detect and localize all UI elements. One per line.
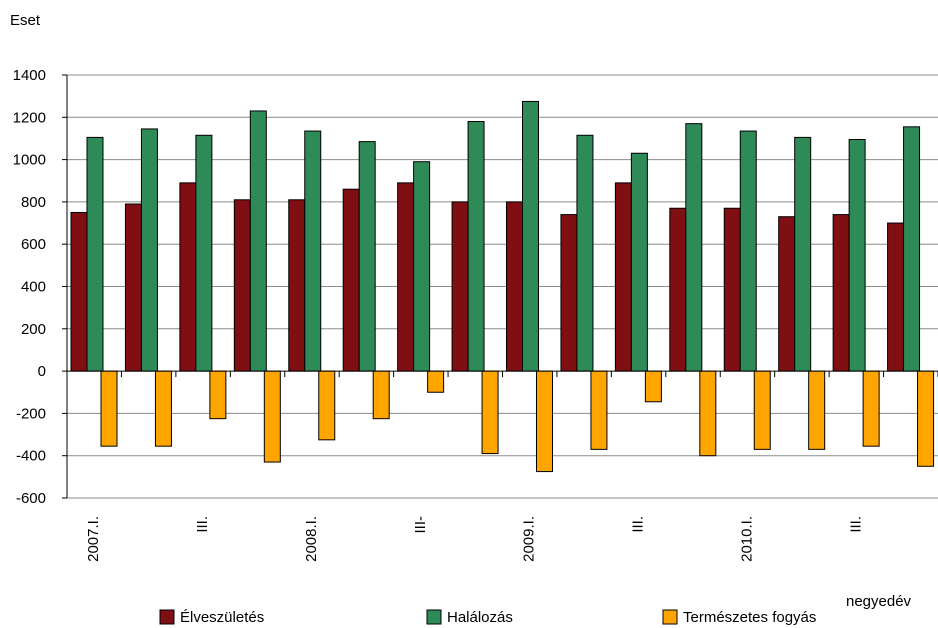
x-tick-labels: 2007.I. III. 2008.I. III- 2009.I. III. 2010.I.…: [85, 516, 864, 562]
x-tick-label: 2010.I.: [738, 516, 755, 562]
bar--lvesz-let-s: [832, 214, 850, 372]
bar-term-szetes-fogy-s: [590, 370, 608, 450]
bar--lvesz-let-s: [70, 211, 88, 372]
bar--lvesz-let-s: [342, 188, 360, 372]
bar-hal-loz-s: [903, 126, 921, 372]
y-tick-label: 600: [21, 236, 46, 253]
y-tick-label: 1400: [13, 67, 46, 84]
x-tick-label: III.: [194, 516, 211, 533]
y-tick-label: 400: [21, 279, 46, 296]
bar-hal-loz-s: [467, 121, 485, 372]
legend-swatch: [426, 609, 442, 625]
y-tick-label: 1200: [13, 109, 46, 126]
x-tick-label: III.: [847, 516, 864, 533]
x-tick-label: III.: [630, 516, 647, 533]
bar-term-szetes-fogy-s: [372, 370, 390, 420]
bar--lvesz-let-s: [887, 222, 905, 372]
bar--lvesz-let-s: [506, 201, 523, 372]
bar-term-szetes-fogy-s: [808, 370, 826, 450]
bar--lvesz-let-s: [778, 216, 796, 372]
bar-hal-loz-s: [576, 134, 594, 372]
bar-term-szetes-fogy-s: [481, 370, 499, 455]
bar-hal-loz-s: [195, 134, 213, 372]
bar--lvesz-let-s: [669, 207, 687, 372]
legend: Élveszületés Halálozás Természetes fogyás: [159, 609, 816, 626]
y-tick-label: -400: [16, 448, 46, 465]
bar--lvesz-let-s: [560, 214, 578, 372]
bar--lvesz-let-s: [614, 182, 632, 372]
bar-term-szetes-fogy-s: [154, 370, 172, 447]
bar-term-szetes-fogy-s: [100, 370, 118, 447]
bar--lvesz-let-s: [233, 199, 251, 372]
x-tick-label: 2008.I.: [303, 516, 320, 562]
bar-hal-loz-s: [739, 130, 757, 372]
x-tick-label: 2009.I.: [521, 516, 538, 562]
bar-hal-loz-s: [413, 161, 431, 372]
y-tick-label: 800: [21, 194, 46, 211]
axes: [62, 74, 938, 499]
bar--lvesz-let-s: [723, 207, 741, 372]
bar-hal-loz-s: [522, 100, 539, 372]
x-axis-label: negyedév: [846, 593, 912, 610]
bar-term-szetes-fogy-s: [427, 370, 445, 393]
bar-term-szetes-fogy-s: [917, 370, 935, 467]
bar-hal-loz-s: [794, 136, 812, 372]
bar-term-szetes-fogy-s: [644, 370, 662, 403]
legend-label: Élveszületés: [180, 609, 264, 626]
bar--lvesz-let-s: [124, 203, 142, 372]
bar-hal-loz-s: [630, 152, 648, 372]
bar-term-szetes-fogy-s: [263, 370, 281, 463]
x-tick-label: III-: [412, 516, 429, 534]
bar--lvesz-let-s: [288, 199, 306, 372]
bar-term-szetes-fogy-s: [753, 370, 771, 450]
bar-term-szetes-fogy-s: [536, 370, 553, 473]
bar--lvesz-let-s: [397, 182, 415, 372]
y-tick-labels: 1400 1200 1000 800 600 400 200 0 -200 -400 -600: [13, 67, 46, 507]
bar-term-szetes-fogy-s: [699, 370, 717, 457]
y-tick-label: -200: [16, 405, 46, 422]
bar-term-szetes-fogy-s: [209, 370, 227, 420]
bar-hal-loz-s: [249, 110, 267, 372]
x-tick-label: 2007.I.: [85, 516, 102, 562]
y-axis-label: Eset: [10, 12, 41, 29]
bar-hal-loz-s: [140, 128, 158, 372]
bar-hal-loz-s: [358, 141, 376, 372]
y-tick-label: 0: [38, 363, 46, 380]
bar-term-szetes-fogy-s: [318, 370, 336, 441]
bar-term-szetes-fogy-s: [862, 370, 880, 447]
bar-hal-loz-s: [304, 130, 322, 372]
bar--lvesz-let-s: [451, 201, 469, 372]
legend-label: Halálozás: [447, 609, 513, 626]
bar-hal-loz-s: [848, 139, 866, 372]
bar-hal-loz-s: [86, 136, 104, 372]
y-tick-label: 1000: [13, 152, 46, 169]
y-tick-label: 200: [21, 321, 46, 338]
bar--lvesz-let-s: [179, 182, 197, 372]
legend-label: Természetes fogyás: [683, 609, 816, 626]
y-tick-label: -600: [16, 490, 46, 507]
legend-swatch: [662, 609, 678, 625]
legend-swatch: [159, 609, 175, 625]
bar-hal-loz-s: [685, 123, 703, 372]
bars: [70, 100, 935, 473]
